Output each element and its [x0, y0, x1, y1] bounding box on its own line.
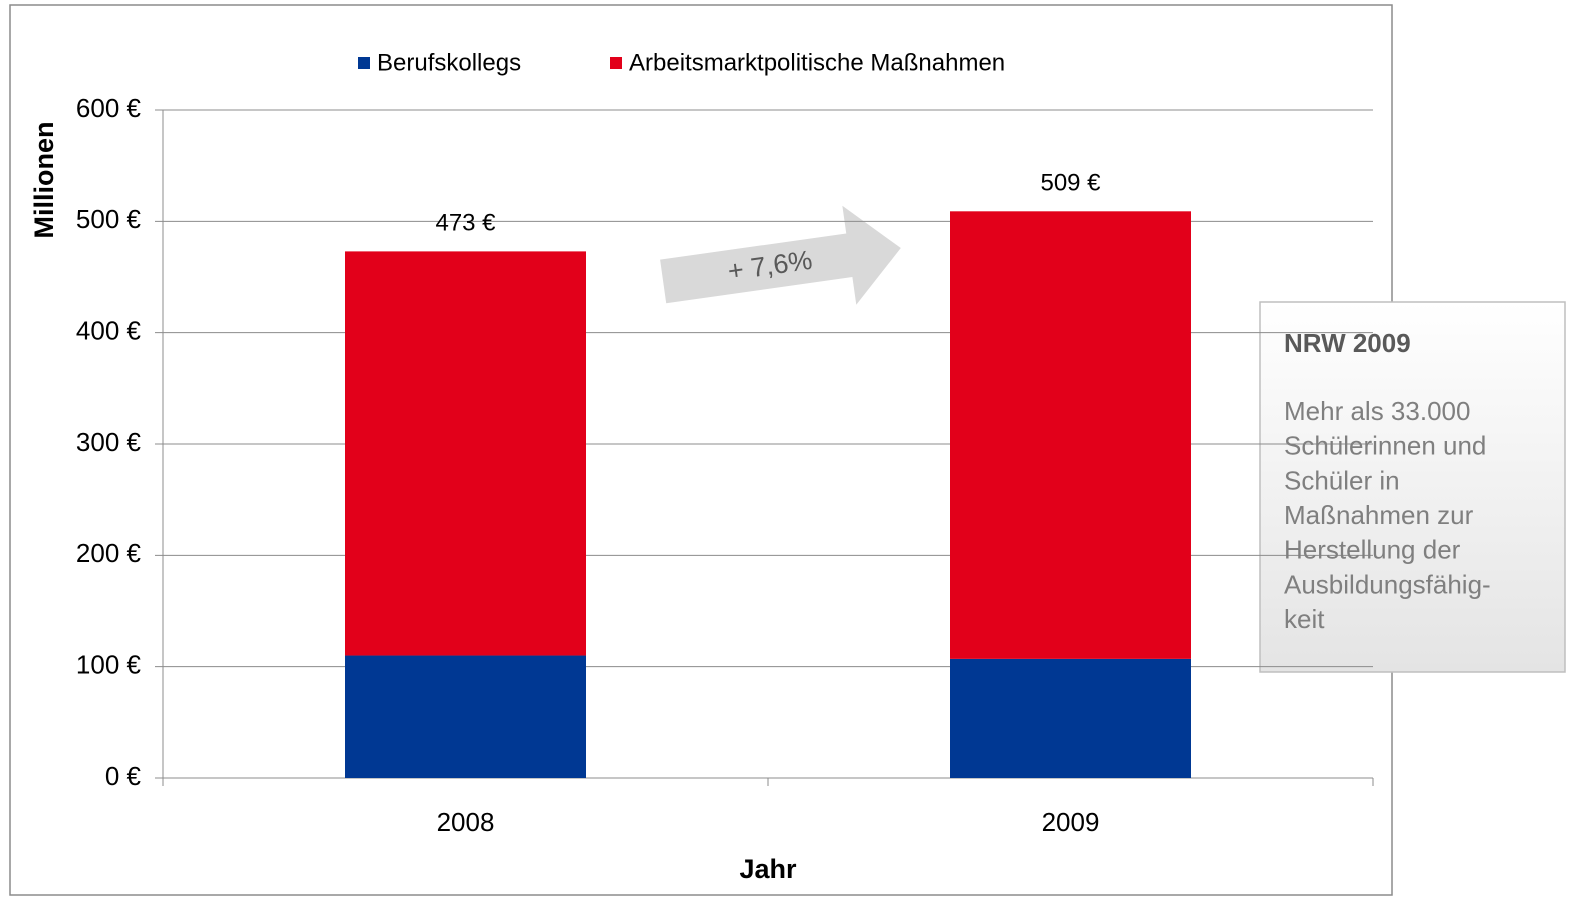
y-tick-label: 100 € [76, 650, 142, 680]
info-line: Mehr als 33.000 [1284, 396, 1470, 426]
y-tick-label: 300 € [76, 427, 142, 457]
legend-label: Arbeitsmarktpolitische Maßnahmen [629, 49, 1005, 76]
y-tick-label: 600 € [76, 93, 142, 123]
x-tick-label: 2008 [437, 807, 495, 837]
info-line: Ausbildungsfähig- [1284, 569, 1491, 599]
total-label: 509 € [1040, 170, 1101, 197]
legend-swatch [610, 57, 622, 69]
x-tick-label: 2009 [1042, 807, 1100, 837]
y-tick-label: 400 € [76, 316, 142, 346]
bar-segment [950, 211, 1191, 659]
info-box-bg [1259, 301, 1566, 673]
info-line: Maßnahmen zur [1284, 500, 1474, 530]
growth-arrow: + 7,6% [660, 205, 901, 305]
legend-label: Berufskollegs [377, 49, 521, 76]
total-label: 473 € [435, 210, 496, 237]
y-tick-label: 0 € [105, 761, 142, 791]
bar-segment [345, 655, 586, 778]
legend-swatch [358, 57, 370, 69]
info-line: Schüler in [1284, 465, 1400, 495]
info-line: Schülerinnen und [1284, 431, 1486, 461]
info-line: Herstellung der [1284, 535, 1461, 565]
y-tick-label: 500 € [76, 204, 142, 234]
arrow-shape [660, 205, 901, 305]
y-axis-title: Millionen [29, 122, 59, 239]
x-axis-title: Jahr [739, 854, 797, 884]
bar-segment [950, 658, 1191, 778]
y-tick-label: 200 € [76, 538, 142, 568]
info-line: keit [1284, 604, 1325, 634]
bar-segment [345, 251, 586, 656]
